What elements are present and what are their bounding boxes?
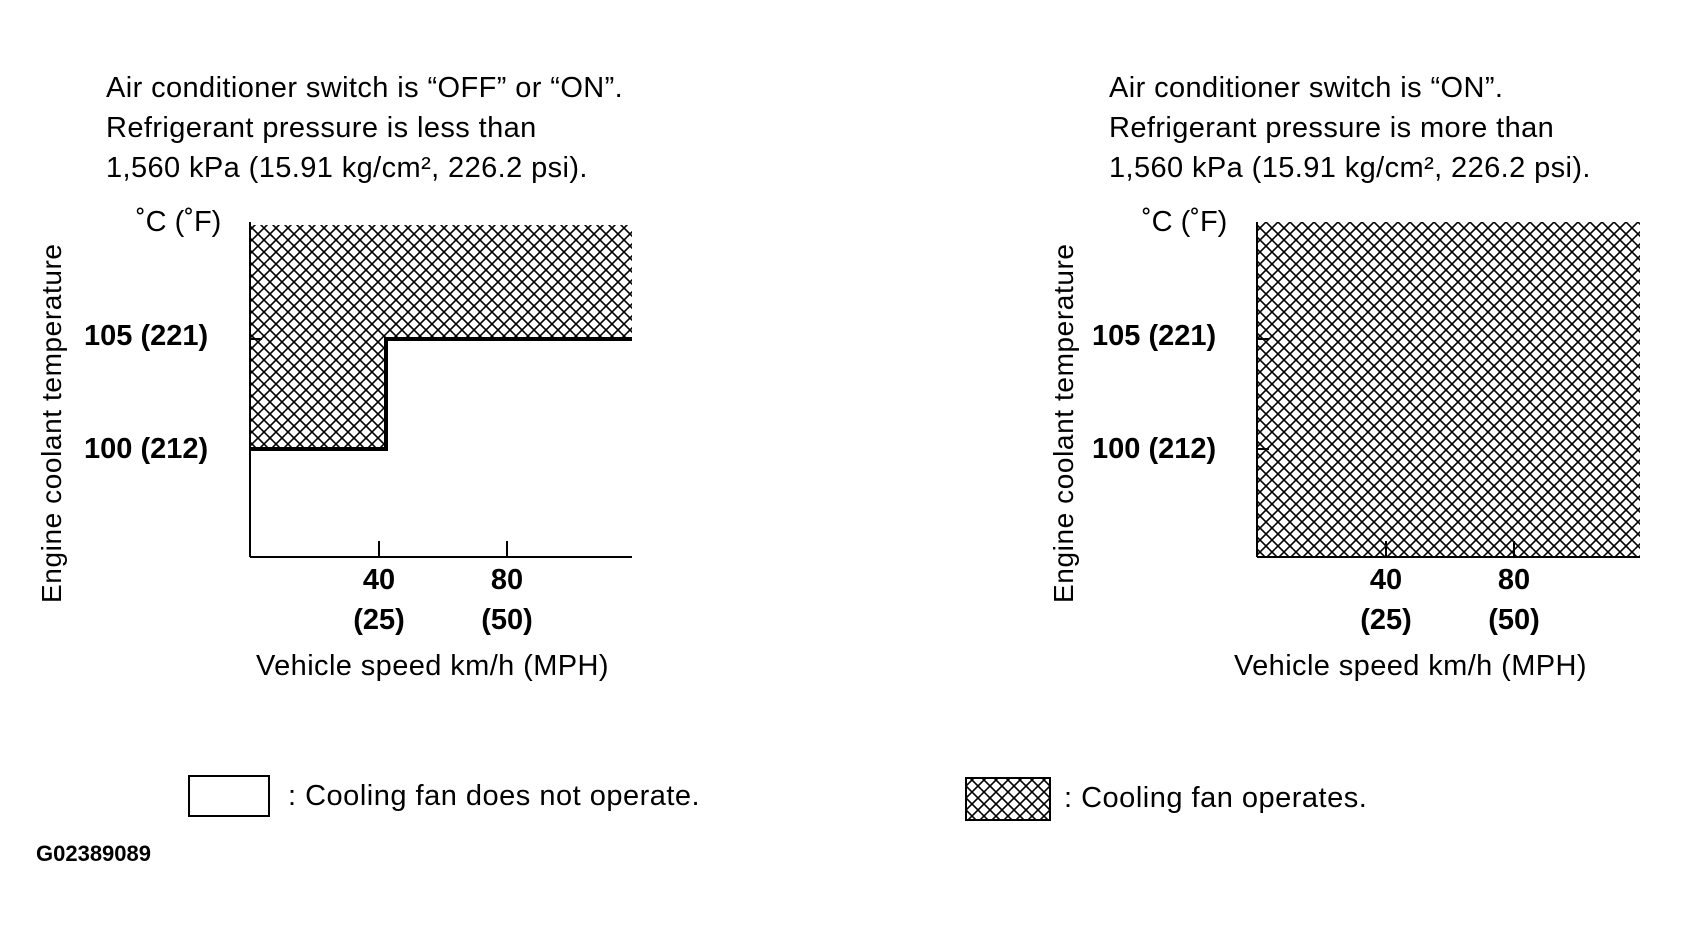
right-x-tick-80-mph: (50) (1488, 604, 1540, 636)
legend-operate-text: : Cooling fan operates. (1064, 782, 1368, 814)
right-x-tick-label-80: 80 (50) (1469, 560, 1559, 640)
right-x-tick-40-mph: (25) (1360, 604, 1412, 636)
left-x-tick-40-mph: (25) (353, 604, 405, 636)
figure-id: G02389089 (36, 841, 151, 866)
right-x-axis-label: Vehicle speed km/h (MPH) (1234, 650, 1587, 682)
left-x-axis-label: Vehicle speed km/h (MPH) (256, 650, 609, 682)
left-x-tick-80-mph: (50) (481, 604, 533, 636)
left-x-tick-40-kmh: 40 (362, 564, 396, 596)
right-fan-operates-region (1257, 222, 1640, 557)
left-y-tick-label-105: 105 (221) (84, 320, 209, 352)
legend-not-operate-text: : Cooling fan does not operate. (288, 780, 701, 812)
left-condition-text: Air conditioner switch is “OFF” or “ON”.… (106, 68, 623, 188)
left-x-tick-label-40: 40 (25) (334, 560, 424, 640)
right-x-tick-40-kmh: 40 (1369, 564, 1403, 596)
right-condition-line-1: Air conditioner switch is “ON”. (1109, 72, 1504, 104)
right-y-unit: ˚C (˚F) (1142, 206, 1228, 238)
left-chart (249, 222, 632, 558)
right-y-tick-label-105: 105 (221) (1092, 320, 1217, 352)
right-x-tick-label-40: 40 (25) (1341, 560, 1431, 640)
legend-operates-swatch (965, 777, 1051, 821)
right-y-tick-label-100: 100 (212) (1092, 433, 1217, 465)
left-y-axis-label: Engine coolant temperature (36, 243, 67, 603)
left-condition-line-1: Air conditioner switch is “OFF” or “ON”. (106, 72, 624, 104)
left-y-unit: ˚C (˚F) (136, 206, 222, 238)
right-chart (1256, 222, 1640, 558)
legend-not-operate-swatch (188, 775, 270, 817)
left-y-tick-label-100: 100 (212) (84, 433, 209, 465)
left-x-tick-80-kmh: 80 (490, 564, 524, 596)
right-y-axis-label: Engine coolant temperature (1048, 243, 1079, 603)
right-x-tick-80-kmh: 80 (1497, 564, 1531, 596)
right-condition-line-2: Refrigerant pressure is more than (1109, 112, 1555, 144)
left-condition-line-2: Refrigerant pressure is less than (106, 112, 537, 144)
left-x-tick-label-80: 80 (50) (462, 560, 552, 640)
left-condition-line-3: 1,560 kPa (15.91 kg/cm², 226.2 psi). (106, 152, 588, 184)
left-region-boundary (250, 337, 632, 451)
right-condition-line-3: 1,560 kPa (15.91 kg/cm², 226.2 psi). (1109, 152, 1591, 184)
right-condition-text: Air conditioner switch is “ON”. Refriger… (1109, 68, 1591, 188)
